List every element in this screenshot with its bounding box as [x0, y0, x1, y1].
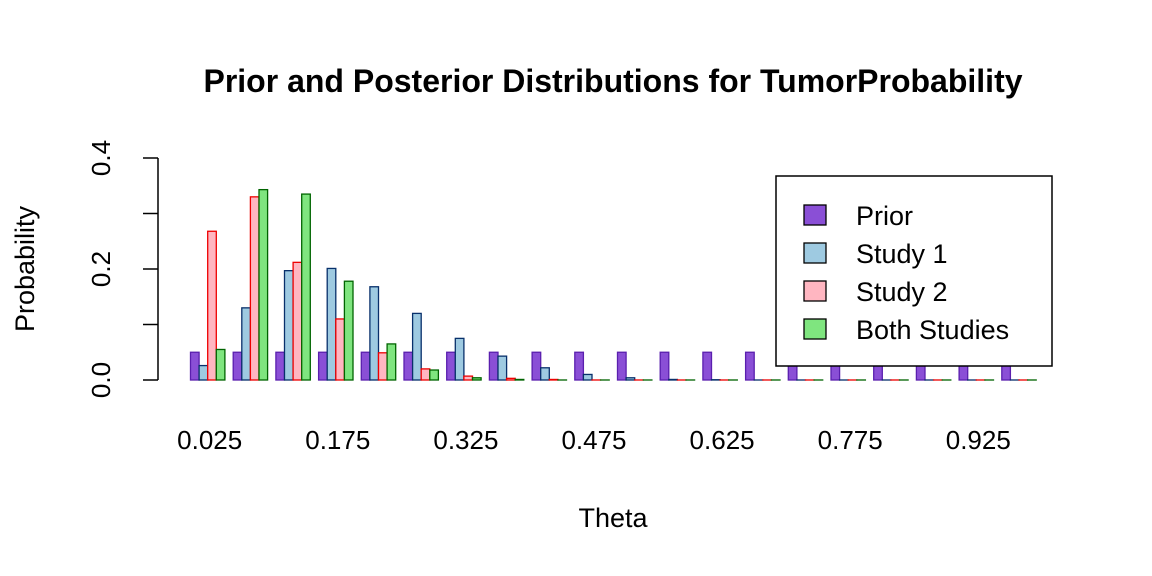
y-axis-label: Probability [10, 205, 40, 332]
bar [360, 351, 371, 381]
bar [386, 343, 397, 381]
bar [446, 351, 456, 381]
bar [411, 312, 422, 381]
legend-entry-label: Study 1 [856, 239, 948, 269]
bar [198, 364, 209, 381]
legend-swatch [803, 280, 827, 302]
bar [616, 351, 627, 381]
bar [326, 267, 337, 381]
bar [258, 188, 269, 381]
bar [497, 355, 508, 381]
bar [668, 378, 679, 381]
x-tick-label: 0.625 [690, 425, 755, 455]
bar [488, 351, 499, 381]
legend-swatch [803, 242, 827, 264]
bar [403, 351, 414, 381]
bar [377, 352, 388, 381]
legend-swatch [803, 204, 827, 226]
bar [540, 367, 550, 381]
bar [659, 351, 670, 381]
bar [471, 377, 482, 381]
y-tick-label: 0.2 [86, 251, 116, 287]
legend-swatch [803, 318, 827, 340]
y-axis: 0.0 0.2 0.4 [86, 140, 159, 398]
y-tick-label: 0.0 [86, 362, 116, 398]
y-tick-label: 0.4 [86, 140, 116, 176]
bar [241, 307, 252, 381]
x-axis-label: Theta [578, 503, 648, 533]
bar [249, 196, 260, 381]
x-tick-label: 0.775 [818, 425, 883, 455]
bar [702, 351, 713, 381]
x-tick-label: 0.025 [177, 425, 242, 455]
bar [625, 377, 636, 381]
bar [429, 369, 440, 381]
bar [463, 375, 474, 381]
bar [232, 351, 243, 381]
bar [505, 377, 516, 381]
bar [548, 378, 559, 381]
legend-entry-label: Prior [856, 201, 913, 231]
bar [207, 230, 217, 381]
bar [514, 378, 525, 381]
bar [574, 351, 585, 381]
x-axis-tick-labels: 0.025 0.175 0.325 0.475 0.625 0.775 0.925 [177, 425, 1011, 455]
bar [317, 351, 328, 381]
x-tick-label: 0.925 [946, 425, 1011, 455]
bar [343, 280, 354, 381]
bar [454, 337, 465, 381]
bar [531, 351, 542, 381]
bar [189, 351, 200, 381]
bar [369, 286, 380, 381]
x-tick-label: 0.475 [561, 425, 626, 455]
x-tick-label: 0.175 [305, 425, 370, 455]
legend-entry-label: Study 2 [856, 277, 948, 307]
chart-title: Prior and Posterior Distributions for Tu… [203, 63, 1022, 99]
legend: Prior Study 1 Study 2 Both Studies [775, 175, 1053, 367]
legend-entry-label: Both Studies [856, 315, 1009, 345]
bar [420, 368, 431, 381]
bar [301, 193, 311, 381]
bar [292, 261, 303, 381]
bar [275, 351, 286, 381]
bar [582, 373, 593, 381]
bar [335, 318, 346, 381]
bar [283, 270, 294, 381]
bar [215, 348, 226, 381]
x-tick-label: 0.325 [433, 425, 498, 455]
bar [744, 351, 755, 381]
